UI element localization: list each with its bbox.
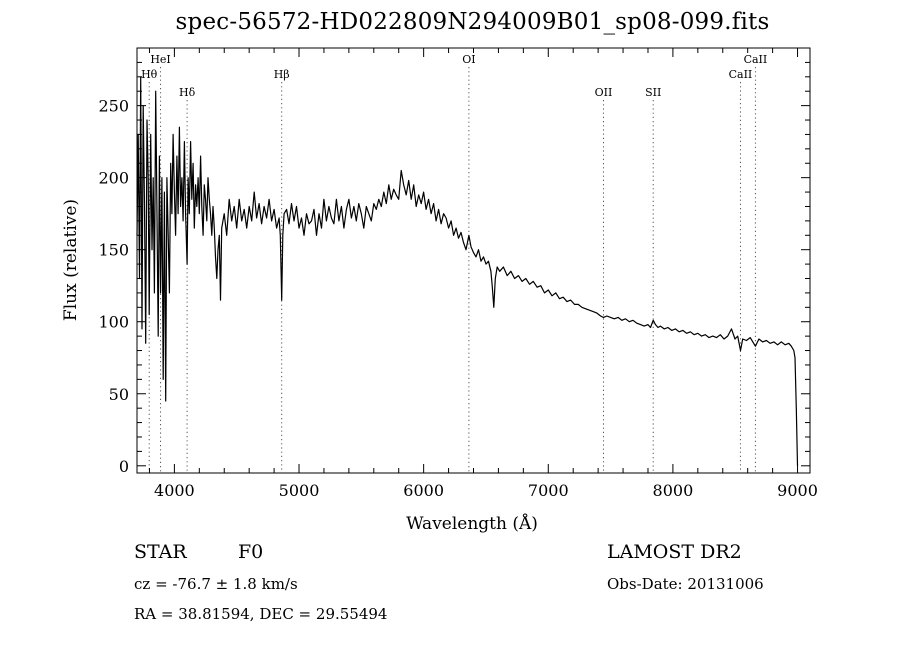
- x-tick-label: 7000: [528, 481, 569, 500]
- x-tick-label: 5000: [279, 481, 320, 500]
- spectral-subclass: F0: [238, 541, 264, 563]
- plot-frame: [136, 47, 811, 474]
- spectral-line-markers: HeI Hθ Hδ Hβ OI OII SII CaII CaII: [141, 53, 767, 473]
- y-tick-label: 100: [98, 313, 129, 332]
- spectral-line-label: OI: [462, 53, 475, 66]
- spectrum-flux-line: [136, 76, 799, 466]
- spectral-line-label: HeI: [150, 53, 170, 66]
- x-axis-ticks: 4000 5000 6000 7000 8000 9000: [148, 48, 818, 500]
- redshift-value: cz = -76.7 ± 1.8 km/s: [134, 575, 298, 593]
- y-axis-ticks: 0 50 100 150 200 250: [98, 61, 810, 476]
- x-tick-label: 4000: [154, 481, 195, 500]
- x-tick-label: 6000: [403, 481, 444, 500]
- spectral-line-label: Hβ: [274, 68, 290, 81]
- y-tick-label: 50: [109, 385, 129, 404]
- coordinates: RA = 38.81594, DEC = 29.55494: [134, 605, 388, 623]
- spectral-line-label: Hθ: [141, 68, 158, 81]
- spectral-line-label: CaII: [729, 68, 753, 81]
- y-tick-label: 150: [98, 241, 129, 260]
- y-tick-label: 250: [98, 97, 129, 116]
- y-axis-label: Flux (relative): [61, 199, 81, 321]
- object-class: STAR: [134, 541, 187, 563]
- spectral-line-label: Hδ: [179, 86, 196, 99]
- x-tick-label: 8000: [653, 481, 694, 500]
- survey-name: LAMOST DR2: [607, 541, 742, 563]
- x-tick-label: 9000: [777, 481, 818, 500]
- spectral-line-label: OII: [595, 86, 613, 99]
- x-axis-label: Wavelength (Å): [406, 513, 538, 534]
- spectral-line-label: CaII: [744, 53, 768, 66]
- y-tick-label: 0: [119, 457, 129, 476]
- chart-title: spec-56572-HD022809N294009B01_sp08-099.f…: [175, 9, 770, 35]
- spectral-line-label: SII: [645, 86, 661, 99]
- observation-date: Obs-Date: 20131006: [607, 575, 764, 593]
- y-tick-label: 200: [98, 169, 129, 188]
